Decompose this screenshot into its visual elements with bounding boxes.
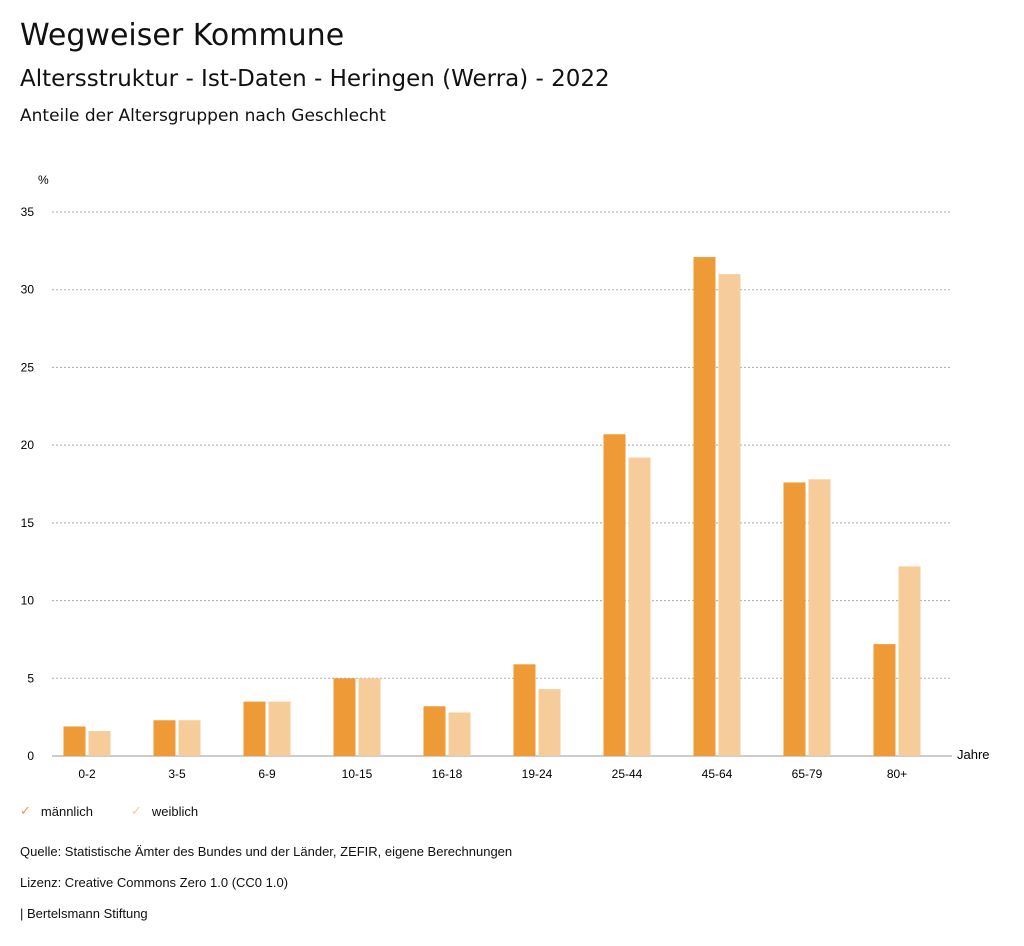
bar-männlich-45-64[interactable] — [693, 257, 716, 756]
bar-männlich-3-5[interactable] — [153, 720, 176, 756]
bar-weiblich-10-15[interactable] — [358, 678, 381, 756]
bar-männlich-25-44[interactable] — [603, 434, 626, 756]
page-subtitle: Altersstruktur - Ist-Daten - Heringen (W… — [20, 66, 610, 92]
x-axis-label: Jahre — [957, 747, 990, 762]
chart-title: Anteile der Altersgruppen nach Geschlech… — [20, 106, 386, 126]
check-icon: ✓ — [20, 803, 31, 818]
brand-text: | Bertelsmann Stiftung — [20, 906, 148, 921]
bar-weiblich-45-64[interactable] — [718, 274, 741, 756]
x-tick-label: 25-44 — [612, 767, 643, 781]
bar-weiblich-6-9[interactable] — [268, 701, 291, 756]
license-text: Lizenz: Creative Commons Zero 1.0 (CC0 1… — [20, 875, 289, 890]
y-tick-label: 0 — [27, 749, 34, 763]
bar-männlich-0-2[interactable] — [63, 726, 86, 756]
bar-männlich-80+[interactable] — [873, 644, 896, 756]
y-tick-label: 5 — [27, 671, 34, 685]
y-tick-label: 20 — [21, 438, 35, 452]
x-tick-label: 0-2 — [78, 767, 96, 781]
legend: ✓ männlich ✓ weiblich — [20, 803, 198, 819]
bar-chart: % 0 5 10 15 20 25 30 35 Jahre 0-2 3-5 6-9 10-15 16-18 1… — [21, 173, 990, 781]
bar-weiblich-0-2[interactable] — [88, 731, 111, 756]
bar-weiblich-80+[interactable] — [898, 566, 921, 756]
x-tick-label: 80+ — [887, 767, 907, 781]
app-title: Wegweiser Kommune — [20, 18, 345, 53]
bar-männlich-6-9[interactable] — [243, 701, 266, 756]
bar-weiblich-16-18[interactable] — [448, 712, 471, 756]
x-tick-label: 19-24 — [522, 767, 553, 781]
legend-label: weiblich — [151, 803, 199, 819]
legend-label: männlich — [40, 803, 93, 819]
x-tick-label: 6-9 — [258, 767, 276, 781]
y-tick-label: 25 — [21, 360, 35, 374]
x-tick-label: 45-64 — [702, 767, 733, 781]
source-text: Quelle: Statistische Ämter des Bundes un… — [20, 844, 513, 859]
bar-weiblich-3-5[interactable] — [178, 720, 201, 756]
x-tick-label: 65-79 — [792, 767, 823, 781]
x-tick-label: 10-15 — [342, 767, 373, 781]
y-tick-label: 15 — [21, 516, 35, 530]
y-tick-label: 10 — [21, 594, 35, 608]
x-tick-label: 3-5 — [168, 767, 186, 781]
legend-item-weiblich[interactable]: ✓ weiblich — [131, 803, 198, 819]
y-tick-label: 30 — [21, 283, 35, 297]
y-axis-unit: % — [38, 173, 49, 187]
check-icon: ✓ — [130, 803, 142, 818]
x-tick-label: 16-18 — [432, 767, 463, 781]
bar-weiblich-65-79[interactable] — [808, 479, 831, 756]
bar-männlich-19-24[interactable] — [513, 664, 536, 756]
bar-männlich-10-15[interactable] — [333, 678, 356, 756]
y-tick-label: 35 — [21, 205, 35, 219]
bar-männlich-65-79[interactable] — [783, 482, 806, 756]
bar-weiblich-19-24[interactable] — [538, 689, 561, 756]
bar-weiblich-25-44[interactable] — [628, 457, 651, 756]
legend-item-maennlich[interactable]: ✓ männlich — [20, 803, 93, 819]
bar-männlich-16-18[interactable] — [423, 706, 446, 756]
